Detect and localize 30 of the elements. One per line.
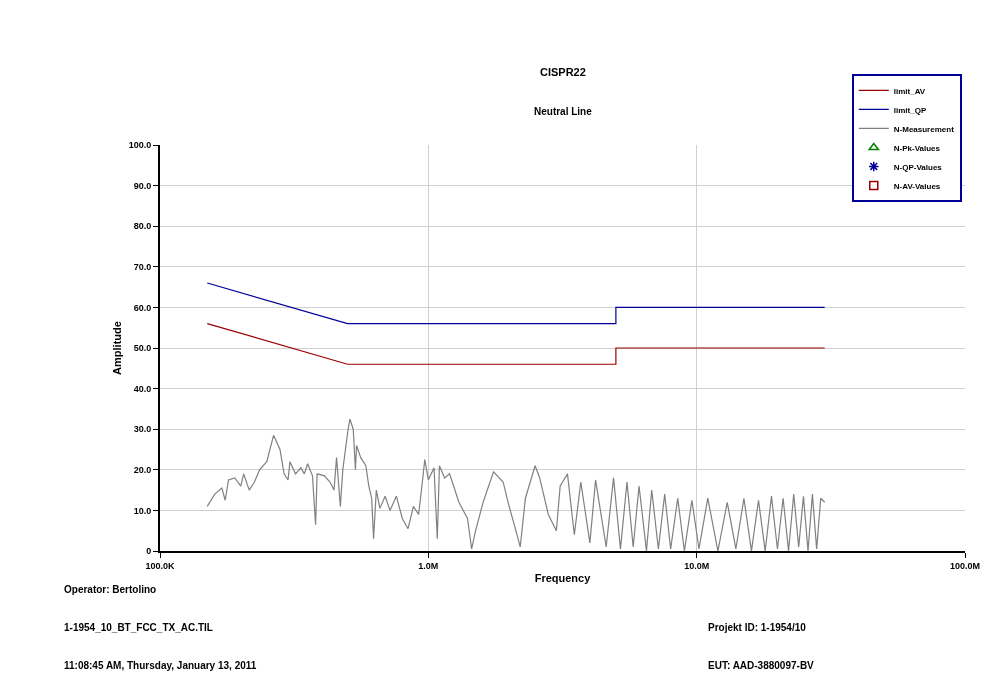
x-tick-label: 1.0M (418, 560, 439, 571)
y-tick-label: 50.0 (133, 343, 152, 354)
x-tick-label: 10.0M (684, 560, 710, 571)
y-tick-label: 70.0 (133, 261, 152, 272)
text: EUT: AAD-3880097-BV (708, 660, 815, 671)
text: Operator: Bertolino (64, 584, 157, 595)
y-tick-label: 60.0 (133, 302, 152, 313)
x-axis-title: Frequency (534, 572, 592, 585)
chart-subtitle: Neutral Line (534, 106, 593, 117)
x-tick-label: 100.0K (145, 560, 176, 571)
y-tick-label: 0 (146, 546, 152, 557)
text: 1-1954_10_BT_FCC_TX_AC.TIL (64, 622, 213, 633)
y-tick-label: 80.0 (133, 221, 152, 232)
legend-label: N-QP-Values (893, 162, 943, 172)
y-axis-title: Amplitude (110, 321, 123, 375)
y-tick-label: 90.0 (133, 180, 152, 191)
text: 11:08:45 AM, Thursday, January 13, 2011 (64, 660, 257, 671)
x-tick-label: 100.0M (949, 560, 981, 571)
legend-label: N-Pk-Values (893, 143, 941, 153)
y-tick-label: 20.0 (133, 464, 152, 475)
y-tick-label: 10.0 (133, 505, 152, 516)
legend-label: N-Measurement (893, 124, 955, 134)
legend-label: limit_AV (893, 86, 926, 96)
chart-title: CISPR22 (540, 66, 586, 78)
y-tick-label: 30.0 (133, 424, 152, 435)
legend-label: N-AV-Values (893, 181, 941, 191)
y-tick-label: 40.0 (133, 383, 152, 394)
text: Projekt ID: 1-1954/10 (708, 622, 807, 633)
y-tick-label: 100.0 (128, 140, 152, 151)
legend-label: limit_QP (893, 105, 927, 115)
